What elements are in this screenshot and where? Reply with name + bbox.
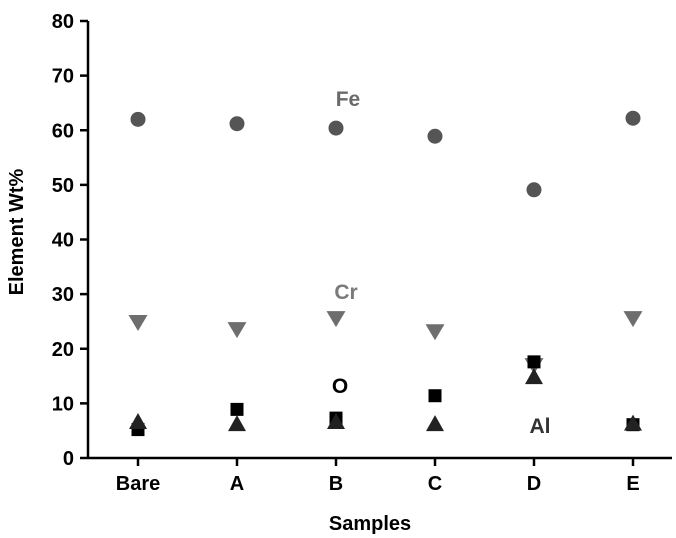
series-fe bbox=[130, 110, 641, 198]
fe-point bbox=[130, 111, 146, 127]
y-tick-label: 20 bbox=[52, 339, 74, 361]
series-label-al: Al bbox=[530, 415, 551, 438]
x-tick-label: B bbox=[329, 473, 343, 495]
al-point bbox=[525, 368, 543, 385]
series-label-fe: Fe bbox=[336, 88, 361, 111]
series-label-cr: Cr bbox=[334, 281, 357, 304]
y-axis-title: Element Wt% bbox=[6, 168, 28, 295]
x-axis-title: Samples bbox=[329, 513, 411, 535]
y-tick-label: 50 bbox=[52, 175, 74, 197]
cr-point bbox=[326, 311, 346, 328]
y-tick-label: 0 bbox=[63, 448, 74, 470]
x-tick-labels: Bare A B C D E bbox=[116, 473, 640, 495]
al-point bbox=[129, 412, 147, 429]
cr-point bbox=[227, 322, 247, 339]
fe-point bbox=[427, 128, 443, 144]
y-tick-label: 80 bbox=[52, 11, 74, 33]
al-point bbox=[228, 415, 246, 432]
y-tick-label: 30 bbox=[52, 284, 74, 306]
x-tick-label: E bbox=[626, 473, 639, 495]
o-point bbox=[230, 402, 244, 416]
o-point bbox=[527, 355, 541, 369]
data-marks bbox=[128, 110, 643, 437]
y-tick-label: 60 bbox=[52, 120, 74, 142]
cr-point bbox=[425, 324, 445, 341]
x-tick-label: D bbox=[527, 473, 541, 495]
fe-point bbox=[526, 182, 542, 198]
series-al bbox=[129, 368, 642, 432]
x-tick-label: C bbox=[428, 473, 442, 495]
cr-point bbox=[623, 311, 643, 328]
cr-point bbox=[128, 314, 148, 331]
fe-point bbox=[229, 116, 245, 132]
y-tick-label: 10 bbox=[52, 393, 74, 415]
x-tick-label: A bbox=[230, 473, 244, 495]
x-tick-label: Bare bbox=[116, 473, 160, 495]
axes bbox=[80, 19, 672, 466]
fe-point bbox=[328, 120, 344, 136]
fe-point bbox=[625, 110, 641, 126]
series-o bbox=[131, 355, 640, 437]
al-point bbox=[624, 414, 642, 431]
y-tick-labels: 0 10 20 30 40 50 60 70 80 bbox=[52, 11, 74, 470]
series-cr bbox=[128, 311, 643, 375]
o-point bbox=[428, 389, 442, 403]
y-tick-label: 70 bbox=[52, 66, 74, 88]
al-point bbox=[426, 415, 444, 432]
series-label-o: O bbox=[332, 375, 348, 398]
y-tick-label: 40 bbox=[52, 230, 74, 252]
al-point bbox=[327, 412, 345, 429]
